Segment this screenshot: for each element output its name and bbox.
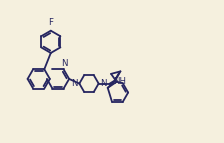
Text: N: N <box>100 79 107 88</box>
Text: N: N <box>71 79 78 88</box>
Text: N: N <box>61 59 67 68</box>
Text: F: F <box>48 18 53 27</box>
Text: NH: NH <box>113 77 126 86</box>
